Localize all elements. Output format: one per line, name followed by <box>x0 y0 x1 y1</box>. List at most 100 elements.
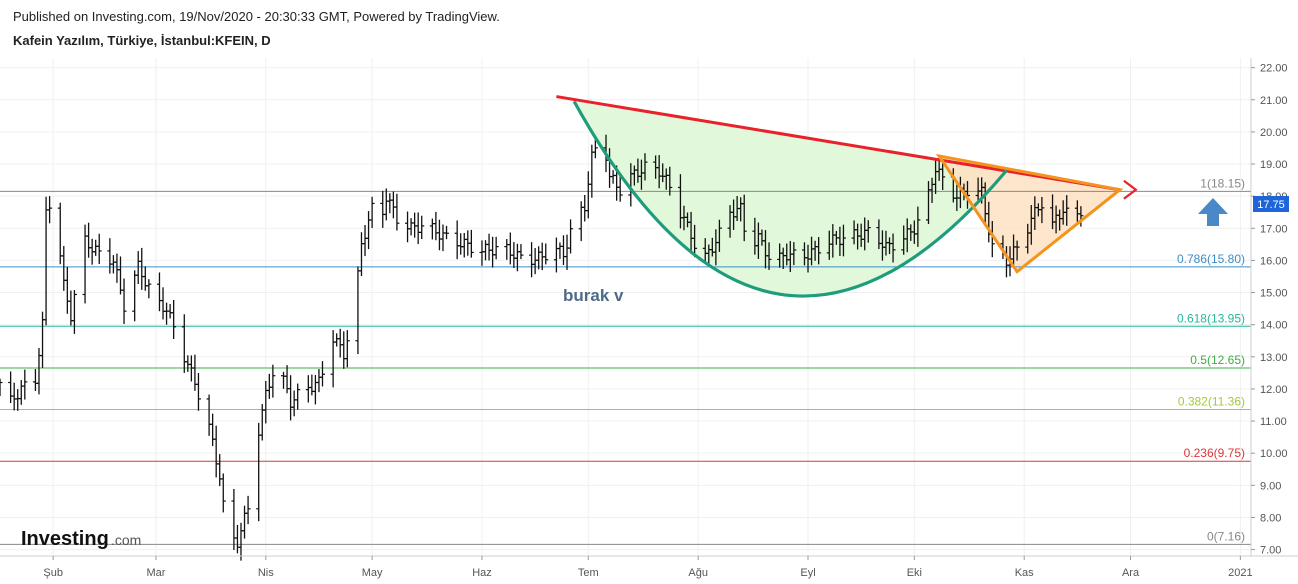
y-tick-label: 12.00 <box>1260 384 1288 396</box>
ohlc-bar <box>330 330 336 388</box>
ohlc-bar <box>132 270 138 322</box>
fib-level-label: 0.236(9.75) <box>1184 446 1245 460</box>
y-tick-label: 9.00 <box>1260 480 1281 492</box>
ohlc-bar <box>479 240 485 266</box>
ohlc-bar <box>444 225 450 240</box>
ohlc-bar <box>507 232 513 265</box>
ohlc-bar <box>529 242 535 278</box>
x-tick-label: Ağu <box>688 567 708 579</box>
y-tick-label: 13.00 <box>1260 352 1288 364</box>
y-tick-label: 11.00 <box>1260 416 1287 428</box>
ohlc-bar <box>610 170 616 184</box>
axes: 7.00 8.00 9.00 10.00 11.00 12.00 13.00 14.00 15.… <box>0 58 1298 579</box>
triangle-outline <box>935 153 1124 274</box>
ohlc-bar <box>164 302 170 325</box>
ohlc-bar <box>412 212 418 238</box>
ohlc-bar <box>270 364 276 398</box>
ohlc-bar <box>964 181 970 209</box>
x-tick-label: May <box>362 567 383 579</box>
ohlc-bar <box>390 191 396 219</box>
ohlc-bar <box>288 375 294 421</box>
ohlc-bar <box>114 253 120 283</box>
ohlc-bar <box>206 394 212 436</box>
ohlc-bar <box>1078 206 1084 227</box>
chart-header: Published on Investing.com, 19/Nov/2020 … <box>13 8 500 50</box>
ohlc-bar <box>231 489 237 551</box>
y-tick-label: 8.00 <box>1260 512 1281 524</box>
x-tick-label: Nis <box>258 567 274 579</box>
ohlc-bar <box>334 333 340 347</box>
ohlc-bar <box>536 246 542 270</box>
ohlc-bar <box>245 495 251 525</box>
x-tick-label: 2021 <box>1228 567 1252 579</box>
ohlc-bar <box>291 390 297 417</box>
ohlc-bar <box>142 266 148 291</box>
ohlc-bar <box>11 382 17 411</box>
ohlc-bar <box>64 266 70 314</box>
ohlc-bar <box>57 202 63 265</box>
ohlc-bar <box>146 279 152 299</box>
fib-level-label: 0.382(11.36) <box>1178 394 1245 408</box>
ohlc-bar <box>394 193 400 231</box>
ohlc-bar <box>210 413 216 446</box>
trend-drawings <box>556 95 1138 298</box>
gridlines <box>0 58 1251 556</box>
ohlc-bar <box>582 194 588 222</box>
ohlc-bar <box>433 211 439 241</box>
ohlc-bar <box>716 219 722 252</box>
ohlc-bar <box>263 380 269 424</box>
ohlc-bar <box>61 246 67 291</box>
ohlc-bar <box>341 331 347 369</box>
ohlc-bar <box>383 188 389 221</box>
ohlc-bar <box>483 240 489 261</box>
y-tick-label: 17.00 <box>1260 223 1288 235</box>
triangle-fill <box>939 156 1120 272</box>
fib-level-label: 0.786(15.80) <box>1177 252 1245 266</box>
ohlc-bar <box>741 194 747 242</box>
ohlc-bar <box>281 371 287 389</box>
price-badge: 17.75 <box>1253 196 1289 212</box>
y-tick-label: 20.00 <box>1260 127 1288 139</box>
ohlc-bar <box>107 238 113 274</box>
ohlc-bar <box>18 380 24 405</box>
symbol-title: Kafein Yazılım, Türkiye, İstanbul:KFEIN,… <box>13 33 271 48</box>
y-tick-label: 16.00 <box>1260 255 1288 267</box>
ohlc-bar <box>121 278 127 324</box>
ohlc-bar <box>840 224 846 257</box>
ohlc-bar <box>890 233 896 263</box>
ohlc-bar <box>458 233 464 255</box>
ohlc-bar <box>429 218 435 240</box>
ohlc-bar <box>171 299 177 339</box>
y-tick-label: 10.00 <box>1260 448 1288 460</box>
logo-suffix: .com <box>111 532 141 548</box>
ohlc-bar <box>32 368 38 391</box>
ohlc-bar <box>642 153 648 181</box>
pattern-fills <box>574 101 1120 297</box>
ohlc-bar <box>1039 197 1045 224</box>
ohlc-bar <box>617 173 623 202</box>
y-tick-label: 14.00 <box>1260 320 1288 332</box>
ohlc-bar <box>585 171 591 219</box>
x-tick-label: Haz <box>472 567 492 579</box>
ohlc-bar <box>192 354 198 391</box>
ohlc-bar <box>667 166 673 196</box>
y-tick-label: 19.00 <box>1260 159 1288 171</box>
ohlc-bar <box>337 328 343 358</box>
cup-fill <box>574 101 1007 297</box>
ohlc-bar <box>791 242 797 266</box>
ohlc-bar <box>355 266 361 355</box>
ohlc-bar <box>518 244 524 260</box>
ohlc-bar <box>22 369 28 400</box>
ohlc-bar <box>167 304 173 319</box>
ohlc-bar <box>234 524 240 554</box>
ohlc-bar <box>766 242 772 270</box>
ohlc-bar <box>135 251 141 285</box>
ohlc-bar <box>362 225 368 257</box>
investing-logo: Investing .com <box>21 528 141 550</box>
ohlc-bar <box>266 373 272 399</box>
ohlc-bar <box>486 233 492 261</box>
x-tick-label: Eyl <box>800 567 815 579</box>
ohlc-bar <box>557 242 563 259</box>
ohlc-bar <box>366 211 372 250</box>
